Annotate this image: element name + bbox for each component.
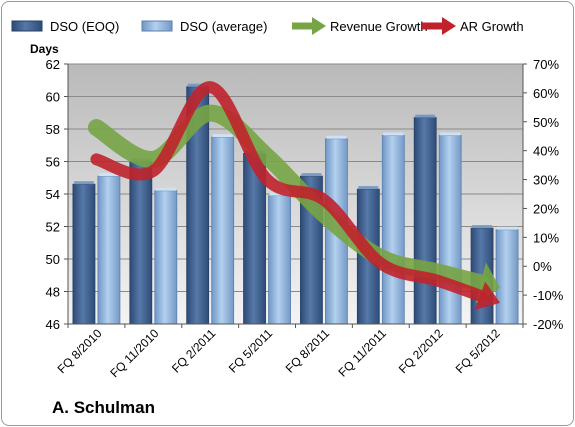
bar-dso-average [268, 195, 291, 325]
bar-dso-average [495, 229, 519, 325]
company-name: A. Schulman [52, 398, 155, 417]
left-tick-label: 62 [46, 57, 60, 72]
legend-label-dso-(average): DSO (average) [180, 19, 267, 34]
x-category-label: FQ 8/2010 [55, 326, 105, 376]
right-tick-label: 0% [533, 259, 552, 274]
right-tick-label: 20% [533, 201, 559, 216]
left-tick-label: 56 [46, 155, 60, 170]
y-axis-title: Days [30, 42, 59, 56]
growth-lines [87, 81, 501, 310]
x-category-label: FQ 2/2012 [396, 326, 446, 376]
left-tick-label: 58 [46, 122, 60, 137]
left-tick-label: 52 [46, 220, 60, 235]
right-tick-label: 70% [533, 57, 559, 72]
right-tick-label: 10% [533, 230, 559, 245]
x-category-label: FQ 2/2011 [169, 326, 219, 376]
right-tick-label: -10% [533, 288, 564, 303]
ar-growth-arrowhead [475, 281, 501, 310]
bar-cap [187, 83, 208, 87]
legend-swatch-dso-(average) [141, 20, 173, 32]
x-category-label: FQ 8/2011 [283, 326, 333, 376]
left-tick-label: 50 [46, 252, 60, 267]
legend-label-dso-(eoq): DSO (EOQ) [50, 19, 119, 34]
bar-cap [383, 132, 404, 136]
bar-cap [301, 173, 322, 177]
bar-dso-average [381, 135, 405, 325]
bar-cap [415, 114, 436, 118]
x-category-label: FQ 11/2011 [335, 326, 389, 380]
right-tick-label: 30% [533, 173, 559, 188]
left-tick-label: 60 [46, 90, 60, 105]
right-tick-label: -20% [533, 317, 564, 332]
bar-dso-average [154, 190, 178, 325]
legend-label-ar-growth: AR Growth [460, 19, 524, 34]
right-tick-label: 40% [533, 144, 559, 159]
x-category-label: FQ 11/2010 [107, 326, 161, 380]
bar-dso-average [97, 175, 121, 325]
bar-cap [440, 132, 461, 136]
legend-label-revenue-growth: Revenue Growth [330, 19, 428, 34]
x-category-label: FQ 5/2011 [226, 326, 276, 376]
bar-cap [155, 187, 176, 191]
bar-cap [212, 134, 233, 138]
ar-growth-line [90, 81, 487, 302]
legend-swatch-dso-(eoq) [11, 20, 43, 32]
bar-cap [358, 186, 379, 190]
x-category-label: FQ 5/2012 [453, 326, 503, 376]
bar-cap [326, 135, 347, 139]
bar-cap [472, 225, 493, 229]
left-tick-label: 54 [46, 187, 60, 202]
bar-dso-average [438, 135, 462, 325]
bar-dso-eoq [72, 183, 96, 325]
left-tick-label: 46 [46, 317, 60, 332]
legend-arrow-ar-growth [442, 17, 456, 35]
right-tick-label: 50% [533, 115, 559, 130]
bar-dso-eoq [413, 117, 437, 325]
right-tick-label: 60% [533, 86, 559, 101]
bar-dso-eoq [129, 161, 153, 325]
bar-cap [497, 226, 518, 230]
bar-cap [98, 173, 119, 177]
bar-cap [73, 181, 94, 185]
legend: DSO (EOQ) DSO (average) Revenue Growth AR G… [11, 17, 524, 35]
legend-arrow-revenue-growth [312, 17, 326, 35]
left-tick-label: 48 [46, 285, 60, 300]
bar-dso-average [211, 136, 235, 325]
